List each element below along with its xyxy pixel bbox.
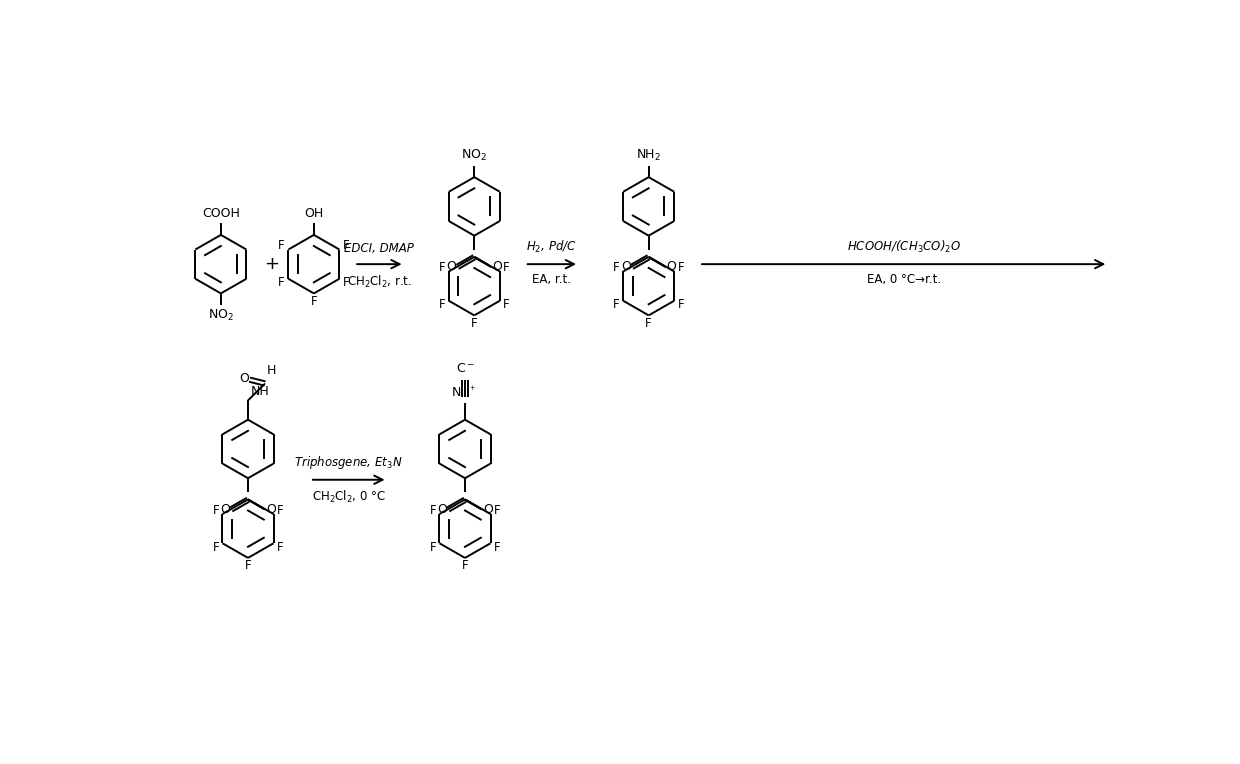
- Text: O: O: [621, 261, 631, 274]
- Text: N: N: [451, 386, 461, 399]
- Text: F: F: [277, 503, 284, 516]
- Text: +: +: [264, 255, 279, 274]
- Text: F: F: [278, 239, 285, 252]
- Text: F: F: [429, 503, 436, 516]
- Text: F: F: [503, 298, 510, 311]
- Text: F: F: [494, 503, 501, 516]
- Text: F: F: [439, 261, 445, 274]
- Text: O: O: [667, 261, 677, 274]
- Text: O: O: [239, 372, 249, 385]
- Text: F: F: [278, 276, 285, 289]
- Text: F: F: [503, 261, 510, 274]
- Text: F: F: [613, 261, 620, 274]
- Text: OH: OH: [304, 207, 324, 220]
- Text: COOH: COOH: [202, 207, 239, 220]
- Text: EDCI, DMAP: EDCI, DMAP: [345, 242, 414, 255]
- Text: O: O: [267, 503, 277, 516]
- Text: CH$_2$Cl$_2$, 0 °C: CH$_2$Cl$_2$, 0 °C: [311, 489, 386, 505]
- Text: F: F: [461, 559, 469, 572]
- Text: F: F: [277, 541, 284, 554]
- Text: C$^-$: C$^-$: [455, 362, 475, 375]
- Text: F: F: [677, 298, 684, 311]
- Text: F: F: [429, 541, 436, 554]
- Text: F: F: [342, 276, 350, 289]
- Text: $^+$: $^+$: [467, 385, 476, 395]
- Text: F: F: [342, 239, 350, 252]
- Text: F: F: [310, 295, 317, 308]
- Text: EA, r.t.: EA, r.t.: [532, 274, 572, 286]
- Text: O: O: [484, 503, 494, 516]
- Text: H$_2$, Pd/C: H$_2$, Pd/C: [527, 239, 577, 255]
- Text: O: O: [492, 261, 502, 274]
- Text: O: O: [219, 503, 229, 516]
- Text: F: F: [212, 541, 219, 554]
- Text: NH: NH: [250, 385, 269, 398]
- Text: NH$_2$: NH$_2$: [636, 147, 661, 163]
- Text: F: F: [212, 503, 219, 516]
- Text: Triphosgene, Et$_3$N: Triphosgene, Et$_3$N: [294, 454, 403, 471]
- Text: F: F: [471, 316, 477, 329]
- Text: O: O: [446, 261, 456, 274]
- Text: F: F: [439, 298, 445, 311]
- Text: F: F: [677, 261, 684, 274]
- Text: CH$_2$Cl$_2$, r.t.: CH$_2$Cl$_2$, r.t.: [347, 274, 412, 290]
- Text: F: F: [613, 298, 620, 311]
- Text: F: F: [645, 316, 652, 329]
- Text: O: O: [436, 503, 446, 516]
- Text: NO$_2$: NO$_2$: [461, 147, 487, 163]
- Text: F: F: [244, 559, 252, 572]
- Text: NO$_2$: NO$_2$: [208, 308, 234, 323]
- Text: F: F: [494, 541, 501, 554]
- Text: H: H: [267, 364, 277, 377]
- Text: EA, 0 °C→r.t.: EA, 0 °C→r.t.: [867, 274, 941, 286]
- Text: HCOOH/(CH$_3$CO)$_2$O: HCOOH/(CH$_3$CO)$_2$O: [847, 239, 961, 255]
